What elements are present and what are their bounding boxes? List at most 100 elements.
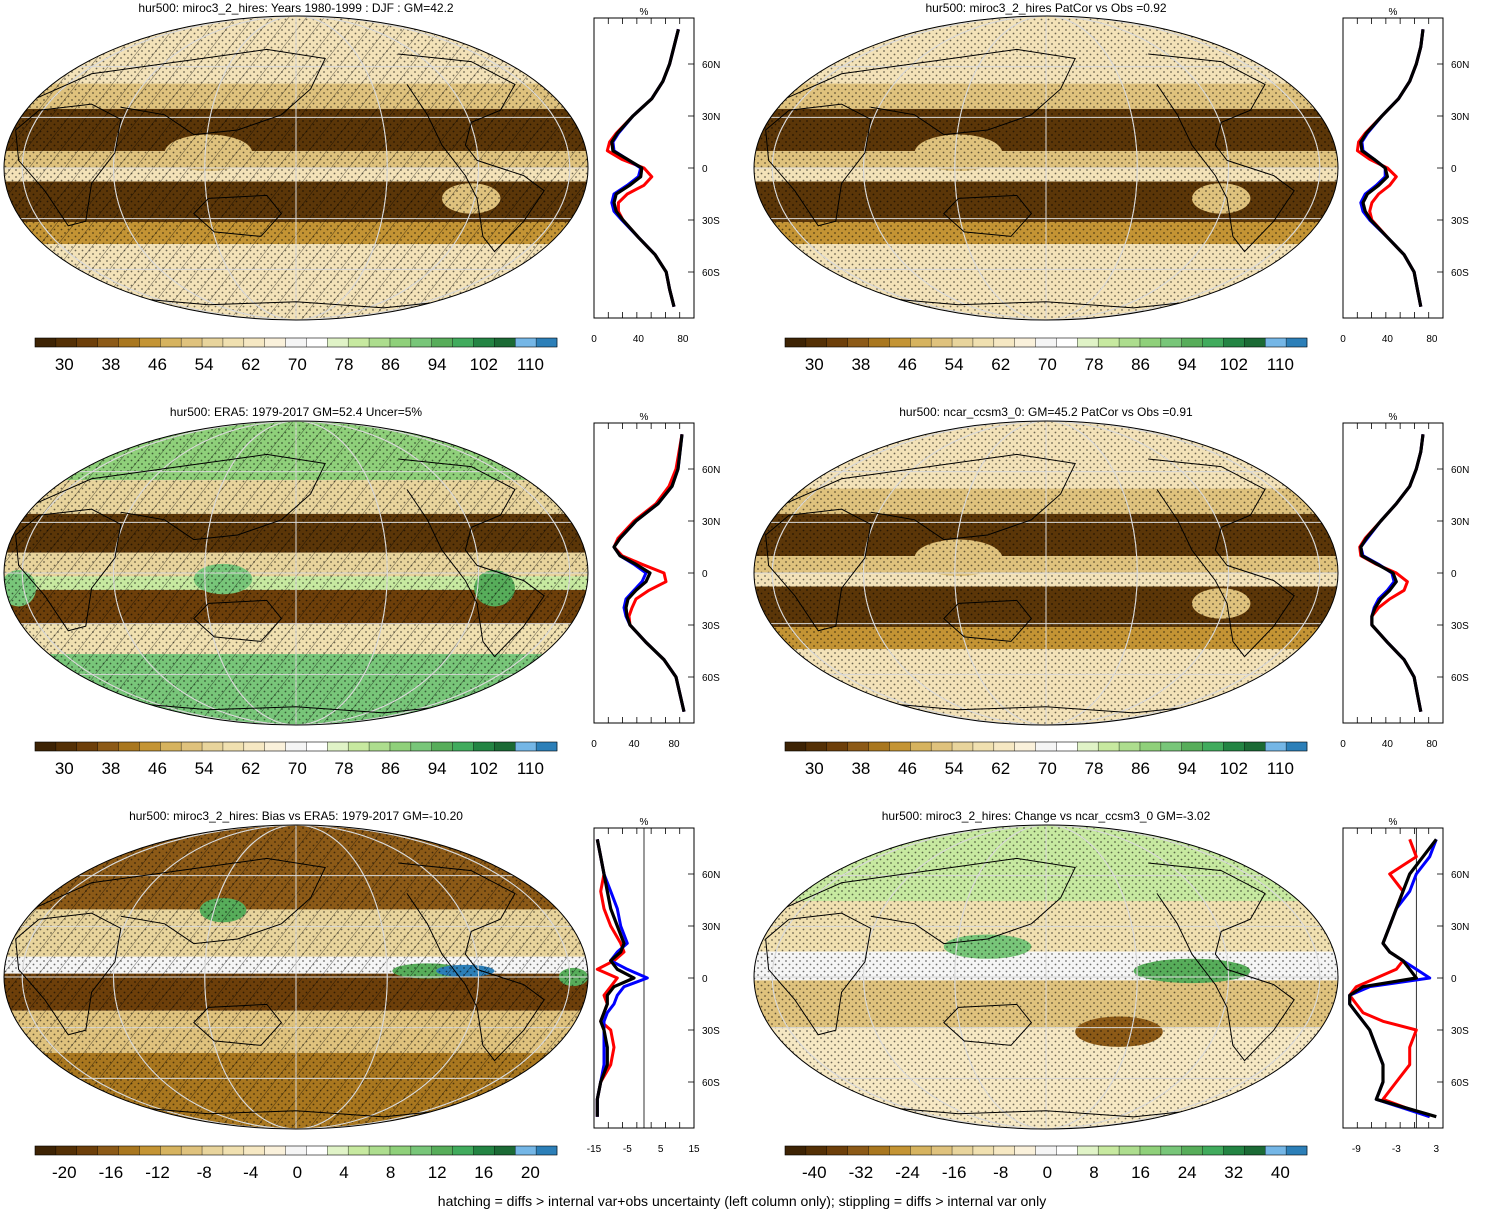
colorbar-label: 86	[381, 759, 400, 778]
coastline-eurasia	[32, 48, 326, 136]
colorbar-swatch	[515, 1146, 537, 1155]
colorbar-label: 78	[334, 759, 353, 778]
profile-lat-label: 60S	[702, 1078, 720, 1089]
graticule-meridian	[112, 825, 480, 1129]
colorbar-swatch	[931, 1146, 953, 1155]
profile-lat-label: 0	[1451, 164, 1457, 175]
graticule-meridian	[112, 16, 480, 320]
colorbar-label: 20	[521, 1163, 540, 1182]
colorbar-swatch	[1119, 338, 1141, 347]
colorbar-label: 54	[195, 759, 214, 778]
colorbar-swatch	[1223, 742, 1245, 751]
colorbar-label: 62	[991, 355, 1010, 374]
profile-unit: %	[640, 412, 649, 423]
colorbar-swatch	[35, 742, 57, 751]
colorbar-label: 62	[241, 355, 260, 374]
colorbar-label: 110	[1267, 759, 1294, 778]
colorbar-swatch	[97, 338, 119, 347]
colorbar-swatch	[1139, 338, 1162, 347]
colorbar-label: 4	[339, 1163, 348, 1182]
colorbar-swatch	[1160, 338, 1183, 347]
colorbar-swatch	[181, 742, 203, 751]
colorbar-swatch	[785, 742, 807, 751]
colorbar-label: 38	[851, 355, 870, 374]
graticule-meridian	[771, 421, 1321, 725]
profile-lat-label: 30N	[702, 922, 720, 933]
coastline-africa	[15, 912, 122, 1036]
colorbar-swatch	[76, 1146, 98, 1155]
map-border	[3, 824, 589, 1130]
profile-xtick-label: 80	[1426, 739, 1438, 750]
colorbar-swatch	[868, 1146, 890, 1155]
graticule-meridian	[954, 421, 1138, 725]
colorbar-swatch	[222, 1146, 245, 1155]
colorbar-label: 70	[288, 759, 307, 778]
colorbar-swatch	[369, 742, 391, 751]
graticule-meridian	[954, 825, 1138, 1129]
profile-lat-label: 30S	[702, 621, 720, 632]
profile-lat-label: 60S	[1451, 268, 1469, 279]
zonal-mean-profile: % -15 -5 5 15 60N 30N 0 30S 60S	[587, 817, 721, 1155]
panel-title: hur500: miroc3_2_hires: Years 1980-1999 …	[138, 1, 454, 15]
colorbar-label: 12	[428, 1163, 447, 1182]
profile-frame	[1342, 17, 1444, 319]
profile-xtick-label: -9	[1352, 1144, 1361, 1155]
profile-series-black	[1359, 434, 1425, 713]
colorbar-swatch	[348, 1146, 370, 1155]
profile-lat-label: 30S	[702, 1026, 720, 1037]
profile-series-black	[612, 434, 686, 713]
colorbar-swatch	[1265, 338, 1287, 347]
panel-title: hur500: ERA5: 1979-2017 GM=52.4 Uncer=5%	[170, 405, 422, 419]
colorbar-swatch	[1202, 338, 1224, 347]
colorbar-labels: 30 38 46 54 62 70 78 86 94 102 110	[805, 759, 1294, 778]
map-hur500-miroc-1980-1999	[3, 15, 589, 321]
graticule-meridian	[771, 825, 1321, 1129]
profile-xtick-label: 80	[1426, 334, 1438, 345]
colorbar-label: 38	[101, 355, 120, 374]
colorbar-swatch	[181, 1146, 203, 1155]
colorbar-swatch	[389, 1146, 412, 1155]
colorbar-label: 38	[101, 759, 120, 778]
colorbar-swatch	[1056, 338, 1078, 347]
colorbar-label: 86	[1131, 759, 1150, 778]
colorbar-label: 94	[428, 355, 447, 374]
profile-xtick-label: 40	[628, 739, 640, 750]
colorbar	[34, 1145, 558, 1156]
profile-lat-label: 60N	[702, 465, 720, 476]
colorbar-swatch	[536, 1146, 558, 1155]
colorbar-label: 16	[1131, 1163, 1150, 1182]
colorbar-border	[34, 1145, 558, 1156]
colorbar-swatch	[243, 742, 265, 751]
zonal-mean-profile: % 0 40 80 60N 30N 0 30S 60S	[591, 7, 720, 345]
colorbar-swatch	[97, 1146, 119, 1155]
colorbar-swatch	[889, 742, 911, 751]
colorbar-swatch	[515, 338, 537, 347]
colorbar-swatch	[785, 1146, 807, 1155]
colorbar-swatch	[805, 1146, 828, 1155]
colorbar	[34, 741, 558, 752]
profile-xtick-label: 40	[1382, 739, 1394, 750]
colorbar-label: 0	[293, 1163, 302, 1182]
colorbar-swatch	[1119, 742, 1141, 751]
colorbar-label: -40	[802, 1163, 827, 1182]
zonal-mean-profile: % 0 40 80 60N 30N 0 30S 60S	[591, 412, 720, 750]
map-change-vs-ncar	[753, 824, 1339, 1130]
colorbar-swatch	[306, 742, 328, 751]
profile-lat-label: 0	[702, 569, 708, 580]
colorbar-swatch	[327, 742, 349, 751]
colorbar-labels: 30 38 46 54 62 70 78 86 94 102 110	[55, 355, 544, 374]
colorbar-swatch	[285, 338, 307, 347]
colorbar-swatch	[369, 1146, 391, 1155]
colorbar-label: 46	[148, 355, 167, 374]
coastline-australia	[943, 599, 1033, 642]
colorbar-label: 94	[428, 759, 447, 778]
colorbar-swatch	[1098, 1146, 1120, 1155]
colorbar-label: 46	[898, 759, 917, 778]
coastline-australia	[943, 1003, 1033, 1046]
colorbar-swatch	[55, 1146, 78, 1155]
colorbar-swatch	[868, 338, 890, 347]
profile-xtick-label: 0	[1340, 334, 1346, 345]
profile-series-black	[1348, 838, 1438, 1119]
profile-unit: %	[1389, 817, 1398, 828]
colorbar-swatch	[264, 742, 286, 751]
